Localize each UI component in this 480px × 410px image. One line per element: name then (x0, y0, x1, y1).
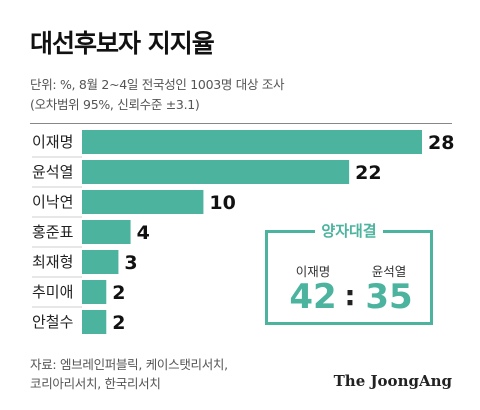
head-to-head-title: 양자대결 (315, 220, 383, 241)
bar (82, 250, 119, 274)
source-note: 자료: 엠브레인퍼블릭, 케이스탯리서치, 코리아리서치, 한국리서치 (30, 355, 228, 393)
category-label: 이낙연 (32, 193, 73, 211)
right-candidate-name: 윤석열 (371, 264, 407, 279)
bar-chart: 이재명 28 윤석열 22 이낙연 10 홍준표 4 최재형 3 추미애 2 안철수 2 (32, 130, 454, 334)
brand-logo: The JoongAng (333, 372, 452, 390)
value-label: 2 (112, 282, 125, 304)
right-candidate-value: 35 (365, 277, 413, 317)
left-candidate-name: 이재명 (295, 264, 331, 279)
score-separator: : (344, 279, 356, 312)
category-label: 추미애 (32, 283, 73, 301)
category-label: 최재형 (32, 253, 73, 271)
head-to-head-box: 양자대결 이재명 윤석열 42 : 35 (265, 220, 433, 325)
bar (82, 220, 131, 244)
value-label: 28 (428, 132, 454, 154)
bar (82, 310, 107, 334)
value-label: 3 (124, 252, 137, 274)
header-divider (30, 123, 452, 124)
bar (82, 280, 107, 304)
value-label: 2 (112, 312, 125, 334)
category-label: 홍준표 (32, 223, 74, 241)
unit-note: 단위: %, 8월 2~4일 전국성인 1003명 대상 조사 (30, 77, 285, 92)
category-label: 안철수 (32, 313, 73, 331)
bar (82, 190, 204, 214)
margin-note: (오차범위 95%, 신뢰수준 ±3.1) (30, 97, 200, 112)
chart-title: 대선후보자 지지율 (30, 29, 215, 58)
value-label: 10 (209, 192, 235, 214)
value-label: 4 (137, 222, 150, 244)
value-label: 22 (355, 162, 381, 184)
bar (82, 160, 350, 184)
left-candidate-value: 42 (289, 277, 337, 317)
category-label: 윤석열 (32, 163, 73, 181)
source-line-2: 코리아리서치, 한국리서치 (30, 376, 161, 391)
source-line-1: 자료: 엠브레인퍼블릭, 케이스탯리서치, (30, 357, 228, 372)
category-label: 이재명 (32, 133, 73, 151)
bar (82, 130, 422, 154)
